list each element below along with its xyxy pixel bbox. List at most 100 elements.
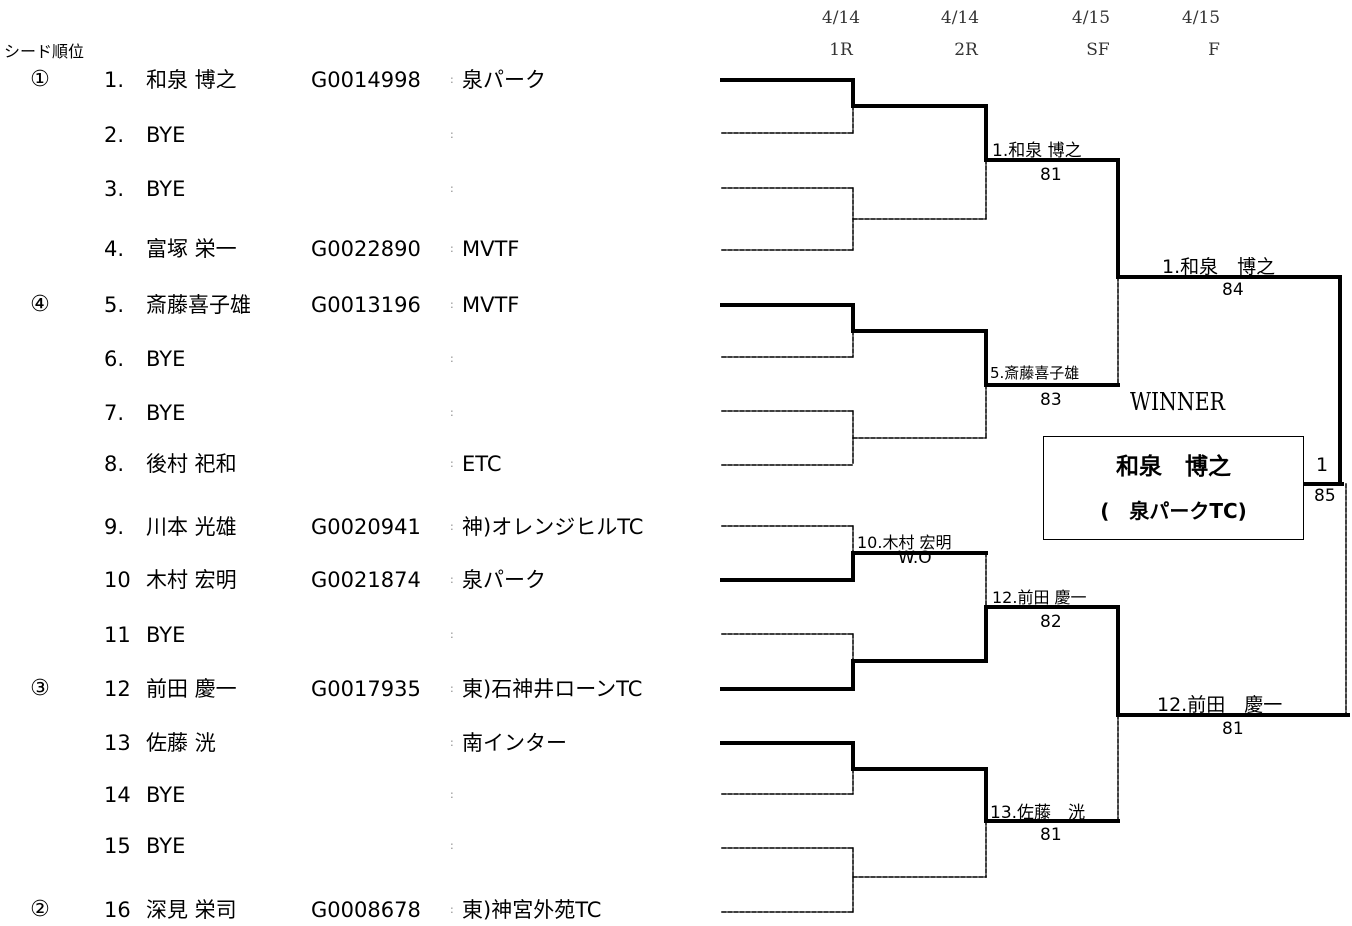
player-row: 10 木村 宏明 G0021874 : 泉パーク (0, 565, 700, 595)
champion-club: ( 泉パークTC) (1100, 499, 1247, 523)
round-label-sf: SF (1086, 40, 1110, 60)
separator: : (450, 839, 454, 852)
club-name: 泉パーク (462, 568, 546, 592)
champion-box: 和泉 博之 ( 泉パークTC) (1043, 436, 1304, 540)
player-row: 6. BYE : (0, 344, 700, 374)
score-sf-m1: 84 (1222, 280, 1244, 300)
license-id: G0020941 (311, 515, 421, 539)
player-row: 13 佐藤 洸 : 南インター (0, 728, 700, 758)
club-name: 東)石神井ローンTC (462, 677, 643, 701)
license-id: G0021874 (311, 568, 421, 592)
separator: : (450, 736, 454, 749)
club-name: 東)神宮外苑TC (462, 898, 602, 922)
score-r2-m1: 81 (1040, 165, 1062, 185)
player-row: ③ 12 前田 慶一 G0017935 : 東)石神井ローンTC (0, 674, 700, 704)
player-name: BYE (146, 347, 186, 371)
player-row: 14 BYE : (0, 780, 700, 810)
player-name: 前田 慶一 (146, 677, 237, 701)
separator: : (450, 406, 454, 419)
separator: : (450, 352, 454, 365)
player-name: 佐藤 洸 (146, 731, 216, 755)
club-name: 神)オレンジヒルTC (462, 515, 644, 539)
player-name: BYE (146, 834, 186, 858)
license-id: G0008678 (311, 898, 421, 922)
winner-num-final: 1 (1316, 454, 1329, 476)
draw-number: 15 (104, 834, 131, 858)
license-id: G0017935 (311, 677, 421, 701)
player-name: 和泉 博之 (146, 68, 237, 92)
separator: : (450, 628, 454, 641)
player-name: BYE (146, 623, 186, 647)
winner-label-r2-m2: 5.斎藤喜子雄 (990, 364, 1080, 382)
player-name: 川本 光雄 (146, 515, 237, 539)
winner-label-r2-m3: 12.前田 慶一 (992, 588, 1087, 607)
draw-number: 12 (104, 677, 131, 701)
separator: : (450, 457, 454, 470)
score-final: 85 (1314, 486, 1336, 506)
draw-number: 13 (104, 731, 131, 755)
score-r1-m5: W.O (898, 548, 932, 568)
draw-number: 10 (104, 568, 131, 592)
draw-number: 4. (104, 237, 125, 261)
winner-label-r2-m4: 13.佐藤 洸 (990, 803, 1086, 823)
license-id: G0013196 (311, 293, 421, 317)
player-name: BYE (146, 783, 186, 807)
score-r2-m2: 83 (1040, 390, 1062, 410)
draw-number: 5. (104, 293, 125, 317)
player-name: 斎藤喜子雄 (146, 293, 251, 317)
club-name: ETC (462, 452, 502, 476)
player-name: BYE (146, 123, 186, 147)
player-name: 富塚 栄一 (146, 237, 237, 261)
club-name: 泉パーク (462, 68, 546, 92)
draw-number: 11 (104, 623, 131, 647)
player-name: BYE (146, 401, 186, 425)
winner-heading: WINNER (1130, 388, 1225, 416)
seed-mark: ④ (30, 292, 50, 317)
license-id: G0014998 (311, 68, 421, 92)
separator: : (450, 298, 454, 311)
winner-label-r2-m1: 1.和泉 博之 (992, 141, 1082, 161)
winner-label-r1-m5: 10.木村 宏明 (857, 533, 952, 552)
player-row: 8. 後村 祀和 : ETC (0, 449, 700, 479)
separator: : (450, 182, 454, 195)
license-id: G0022890 (311, 237, 421, 261)
round-label-2r: 2R (954, 40, 978, 60)
player-row: 11 BYE : (0, 620, 700, 650)
player-row: 7. BYE : (0, 398, 700, 428)
round-date-1r: 4/14 (821, 8, 861, 28)
player-row: ④ 5. 斎藤喜子雄 G0013196 : MVTF (0, 290, 700, 320)
club-name: 南インター (462, 731, 567, 755)
player-row: ① 1. 和泉 博之 G0014998 : 泉パーク (0, 65, 700, 95)
separator: : (450, 573, 454, 586)
player-name: 木村 宏明 (146, 568, 237, 592)
seed-caption: シード順位 (4, 42, 85, 61)
score-r2-m3: 82 (1040, 612, 1062, 632)
seed-mark: ① (30, 67, 50, 92)
draw-number: 8. (104, 452, 125, 476)
separator: : (450, 520, 454, 533)
draw-number: 1. (104, 68, 125, 92)
separator: : (450, 788, 454, 801)
score-sf-m2: 81 (1222, 719, 1244, 739)
player-row: 15 BYE : (0, 831, 700, 861)
player-row: 2. BYE : (0, 120, 700, 150)
separator: : (450, 682, 454, 695)
draw-number: 14 (104, 783, 131, 807)
draw-number: 6. (104, 347, 125, 371)
draw-number: 16 (104, 898, 131, 922)
winner-label-sf-m2: 12.前田 慶一 (1157, 694, 1283, 716)
draw-number: 2. (104, 123, 125, 147)
round-date-f: 4/15 (1181, 8, 1221, 28)
club-name: MVTF (462, 237, 520, 261)
player-name: BYE (146, 177, 186, 201)
separator: : (450, 903, 454, 916)
player-name: 後村 祀和 (146, 452, 237, 476)
player-name: 深見 栄司 (146, 898, 237, 922)
player-row: 9. 川本 光雄 G0020941 : 神)オレンジヒルTC (0, 512, 700, 542)
separator: : (450, 242, 454, 255)
draw-number: 9. (104, 515, 125, 539)
round-date-2r: 4/14 (940, 8, 980, 28)
seed-mark: ② (30, 897, 50, 922)
